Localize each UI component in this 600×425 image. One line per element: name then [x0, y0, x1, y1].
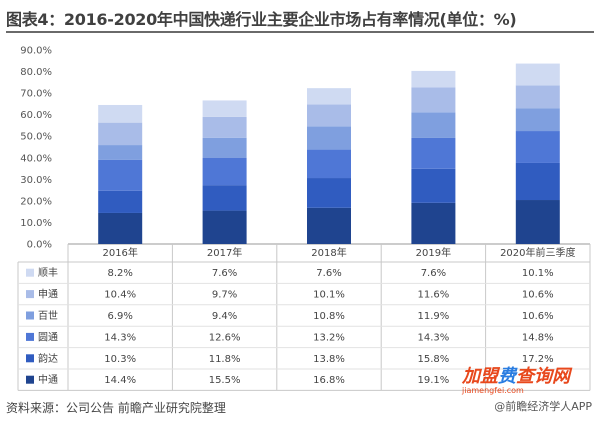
bar-segment: [98, 122, 143, 146]
bar-segment: [515, 108, 560, 132]
stacked-bar-chart: 0.0% 10.0% 20.0% 30.0% 40.0% 50.0% 60.0% 70.0% 8…: [17, 46, 591, 391]
table-cell-value: 9.4%: [212, 311, 237, 322]
bar-segment: [307, 149, 351, 179]
title-divider: [6, 31, 594, 33]
table-cell-value: 10.4%: [104, 290, 136, 301]
bar-segment: [98, 212, 143, 244]
bar-segment: [202, 210, 247, 244]
table-cell-value: 19.1%: [418, 375, 450, 386]
bar-segment: [98, 145, 143, 160]
x-category-label: 2016年: [102, 246, 137, 259]
table-cell-value: 7.6%: [316, 268, 341, 279]
bar-segment: [411, 70, 456, 88]
table-cell-value: 8.2%: [107, 268, 132, 279]
bar-segment: [515, 200, 560, 244]
publisher-logo: @前瞻经济学人APP: [494, 400, 592, 413]
badge-text-c: 查询网: [516, 366, 570, 387]
source-note: 资料来源：公司公告 前瞻产业研究院整理: [6, 401, 226, 415]
table-cell-value: 11.6%: [418, 290, 450, 301]
y-tick-label: 40.0%: [20, 153, 52, 164]
table-cell-value: 10.8%: [313, 311, 345, 322]
table-cell-value: 10.6%: [522, 311, 554, 322]
y-tick-label: 70.0%: [20, 89, 52, 100]
legend-swatch: [26, 354, 34, 363]
bar-segment: [411, 137, 456, 169]
y-tick-label: 0.0%: [27, 240, 52, 251]
bar-segment: [515, 85, 560, 109]
bar-segment: [411, 202, 456, 244]
bar-segment: [307, 126, 351, 150]
legend-label: 百世: [38, 310, 58, 322]
table-cell-value: 6.9%: [107, 311, 132, 322]
table-cell-value: 7.6%: [421, 268, 446, 279]
table-cell-value: 13.2%: [313, 332, 345, 343]
bar-segment: [202, 185, 247, 211]
bar-segment: [307, 88, 351, 105]
watermark-badge: 加盟费查询网 jiamengfei.com: [462, 362, 572, 395]
bar-segment: [98, 104, 143, 123]
table-cell-value: 13.8%: [313, 354, 345, 365]
chart-title: 图表4：2016-2020年中国快递行业主要企业市场占有率情况(单位：%): [6, 10, 517, 29]
y-tick-label: 90.0%: [20, 46, 52, 57]
table-cell-value: 11.8%: [209, 354, 241, 365]
table-cell-value: 14.3%: [418, 332, 450, 343]
bar-segment: [202, 137, 247, 158]
y-tick-label: 60.0%: [20, 110, 52, 121]
x-category-label: 2018年: [311, 246, 346, 259]
y-tick-label: 10.0%: [20, 218, 52, 229]
bar-segment: [202, 116, 247, 138]
legend-label: 申通: [38, 288, 58, 301]
legend-label: 中通: [38, 373, 58, 386]
table-cell-value: 16.8%: [313, 375, 345, 386]
table-cell-value: 14.4%: [104, 375, 136, 386]
table-cell-value: 10.1%: [313, 290, 345, 301]
bar-segment: [515, 131, 560, 163]
bar-segment: [307, 178, 351, 208]
legend-label: 韵达: [38, 352, 58, 365]
table-cell-value: 7.6%: [212, 268, 237, 279]
legend-swatch: [26, 268, 34, 277]
bar-segment: [411, 87, 456, 113]
badge-text-b: 费: [498, 366, 516, 387]
table-cell-value: 10.1%: [522, 268, 554, 279]
bar-segment: [307, 207, 351, 244]
y-tick-label: 50.0%: [20, 132, 52, 143]
legend-swatch: [26, 375, 34, 384]
table-cell-value: 15.5%: [209, 375, 241, 386]
legend-label: 圆通: [38, 331, 58, 343]
table-cell-value: 10.3%: [104, 354, 136, 365]
table-cell-value: 11.9%: [418, 311, 450, 322]
legend-swatch: [26, 290, 34, 299]
table-cell-value: 12.6%: [209, 332, 241, 343]
badge-text-a: 加盟: [462, 366, 498, 387]
y-tick-label: 20.0%: [20, 196, 52, 207]
bar-segment: [515, 63, 560, 86]
bar-segment: [307, 104, 351, 127]
bar-segment: [411, 112, 456, 138]
table-cell-value: 14.3%: [104, 332, 136, 343]
table-cell-value: 14.8%: [522, 332, 554, 343]
y-tick-label: 30.0%: [20, 175, 52, 186]
bar-segment: [515, 162, 560, 201]
bar-segment: [202, 100, 247, 117]
bar-segment: [411, 168, 456, 203]
table-cell-value: 9.7%: [212, 290, 237, 301]
bar-segment: [202, 157, 247, 186]
badge-url: jiamengfei.com: [462, 386, 524, 395]
table-cell-value: 15.8%: [418, 354, 450, 365]
y-tick-label: 80.0%: [20, 67, 52, 78]
legend-label: 顺丰: [38, 266, 58, 279]
x-category-label: 2019年: [416, 246, 451, 259]
table-cell-value: 17.2%: [522, 354, 554, 365]
table-cell-value: 10.6%: [522, 290, 554, 301]
legend-swatch: [26, 332, 34, 341]
bar-segment: [98, 159, 143, 191]
legend-swatch: [26, 311, 34, 320]
bar-segment: [98, 190, 143, 213]
x-category-label: 2020年前三季度: [500, 246, 575, 259]
x-category-label: 2017年: [207, 246, 242, 259]
